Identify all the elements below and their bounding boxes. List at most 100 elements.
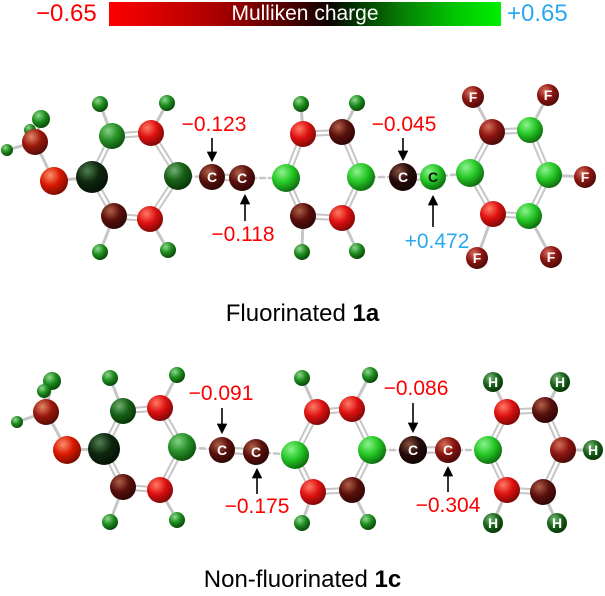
bond <box>180 445 224 452</box>
atom-C <box>435 437 461 463</box>
atom-label: H <box>552 515 562 531</box>
atom-F <box>574 166 596 188</box>
atom <box>1 144 13 156</box>
atom-C <box>420 164 446 190</box>
atom-label: F <box>469 89 478 105</box>
atom <box>474 436 502 464</box>
atom <box>494 399 520 425</box>
atom <box>92 244 108 260</box>
atom-label: C <box>398 169 408 185</box>
atom-H <box>583 440 603 460</box>
atom <box>169 512 185 528</box>
atom <box>281 441 309 469</box>
atom-label: C <box>207 169 217 185</box>
atom-label: C <box>428 169 438 185</box>
colorbar-gradient: Mulliken charge <box>109 2 501 26</box>
atom <box>480 201 506 227</box>
atom-label: C <box>443 442 453 458</box>
atom <box>99 123 125 149</box>
atom <box>532 397 558 423</box>
charge-label: −0.118 <box>211 223 274 246</box>
atom <box>339 477 365 503</box>
atom-H <box>547 513 567 533</box>
atom <box>137 206 163 232</box>
atom <box>360 514 376 530</box>
atom <box>102 514 118 530</box>
atom-C <box>209 437 235 463</box>
atom-H <box>550 372 570 392</box>
atom <box>456 159 484 187</box>
atom <box>11 416 23 428</box>
charge-label: −0.091 <box>189 382 254 405</box>
caption-text: Fluorinated <box>225 300 353 327</box>
atom <box>88 433 120 465</box>
atom-C <box>199 164 225 190</box>
atom <box>517 117 543 143</box>
atom-label: H <box>488 374 498 390</box>
atom-label: F <box>544 87 553 103</box>
atom <box>92 96 108 112</box>
colorbar-min-label: −0.65 <box>36 0 97 27</box>
atom <box>347 163 375 191</box>
charge-label: −0.045 <box>372 113 437 136</box>
caption-non-fluorinated-1c: Non-fluorinated 1c <box>0 566 605 594</box>
atom-C <box>399 436 427 464</box>
colorbar-title: Mulliken charge <box>231 2 379 25</box>
molecule-1c: C C C C H H H H H −0.091 −0.175 −0.086 −0.304 <box>11 367 603 533</box>
atom <box>37 384 51 398</box>
mulliken-colorbar: −0.65 Mulliken charge +0.65 <box>0 0 605 30</box>
atom-F <box>462 86 484 108</box>
caption-compound-id: 1a <box>352 300 380 327</box>
atom <box>329 205 355 231</box>
charge-label: −0.304 <box>416 494 481 517</box>
atom <box>294 244 310 260</box>
atom <box>138 120 164 146</box>
atom <box>32 110 50 128</box>
atom-label: C <box>408 442 418 458</box>
atom <box>110 474 136 500</box>
atom <box>53 436 81 464</box>
colorbar-max-label: +0.65 <box>507 0 568 27</box>
atom-F <box>537 84 559 106</box>
atom <box>349 243 365 259</box>
charge-label: +0.472 <box>405 230 470 253</box>
atom <box>550 437 576 463</box>
charge-label: −0.175 <box>225 495 290 518</box>
atom <box>169 367 185 383</box>
atom <box>159 95 175 111</box>
atom <box>168 433 196 461</box>
atom-label: H <box>588 442 598 458</box>
molecule-1a: C C C C F F F F F −0.123 −0.118 −0.045 +0.472 <box>1 84 596 269</box>
atom <box>516 203 542 229</box>
atom <box>479 119 505 145</box>
atom <box>76 161 108 193</box>
atom <box>147 477 173 503</box>
atom <box>272 164 300 192</box>
atom <box>101 203 127 229</box>
atom <box>358 436 386 464</box>
atom <box>164 162 192 190</box>
atom <box>362 367 378 383</box>
atom <box>294 515 310 531</box>
atom-label: F <box>581 169 590 185</box>
atom <box>102 370 118 386</box>
atom-F <box>540 246 562 268</box>
atom-C <box>243 439 269 465</box>
atom <box>536 162 562 188</box>
atom <box>304 399 330 425</box>
atom-F <box>466 247 488 269</box>
atom <box>22 129 48 155</box>
atom-label: F <box>547 249 556 265</box>
atom <box>329 119 355 145</box>
atom <box>160 242 176 258</box>
atom-label: F <box>473 250 482 266</box>
charge-label: −0.086 <box>384 377 449 400</box>
atom <box>293 96 309 112</box>
caption-compound-id: 1c <box>374 566 402 593</box>
atom <box>300 479 326 505</box>
atom <box>290 121 316 147</box>
atom <box>494 477 520 503</box>
atom <box>33 399 59 425</box>
